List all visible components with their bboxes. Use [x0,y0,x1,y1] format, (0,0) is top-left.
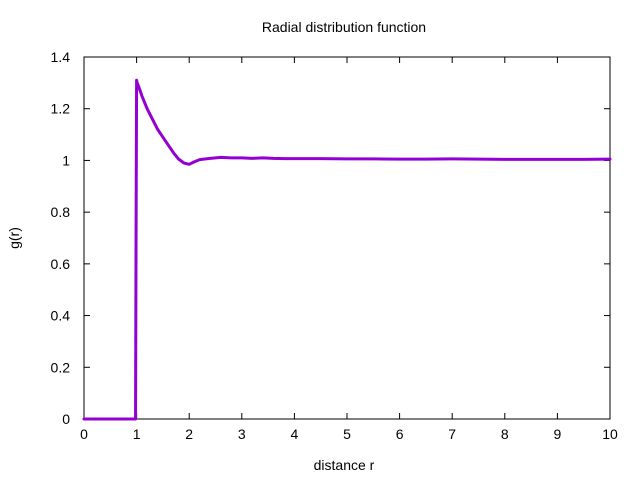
x-tick-label: 0 [80,426,88,442]
x-tick-label: 2 [185,426,193,442]
y-tick-label: 0.2 [51,359,71,375]
x-tick-label: 1 [133,426,141,442]
chart-title: Radial distribution function [262,19,426,35]
x-tick-label: 7 [448,426,456,442]
y-tick-label: 1 [62,152,70,168]
x-tick-label: 8 [501,426,509,442]
x-axis-label: distance r [314,457,375,473]
y-tick-label: 1.4 [51,49,71,65]
x-tick-label: 4 [291,426,299,442]
plot-frame [83,56,611,420]
y-tick-label: 0.4 [51,308,71,324]
x-tick-label: 6 [396,426,404,442]
x-tick-label: 5 [343,426,351,442]
series-group [82,78,612,421]
series-line [82,78,612,421]
y-axis-label: g(r) [6,227,22,249]
x-tick-label: 9 [554,426,562,442]
y-tick-label: 1.2 [51,101,71,117]
x-tick-label: 10 [602,426,618,442]
y-tick-label: 0 [62,411,70,427]
x-tick-label: 3 [238,426,246,442]
y-tick-label: 0.6 [51,256,71,272]
axis-ticks: 0 1 2 3 4 5 6 7 8 9 10 0 0.2 0.4 0.6 0.8 1 1.2 1.4 [51,49,618,442]
y-tick-label: 0.8 [51,204,71,220]
